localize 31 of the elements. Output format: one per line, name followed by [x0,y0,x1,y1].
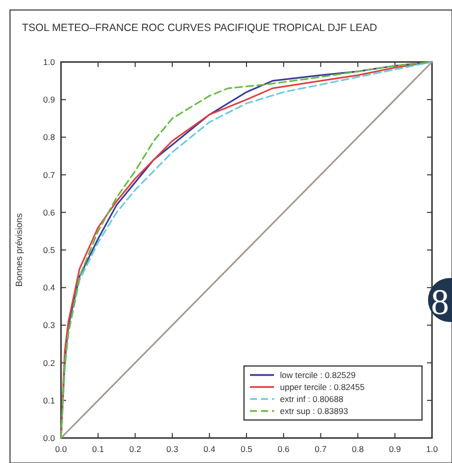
legend-label: upper tercile : 0.82455 [280,382,365,392]
y-tick-label: 0.6 [43,207,56,218]
x-tick-label: 0.4 [203,444,216,454]
x-tick-label: 0.2 [129,444,142,454]
y-tick-label: 0.8 [43,132,56,142]
legend-label: extr sup : 0.83893 [280,406,348,416]
x-tick-label: 0.9 [388,444,402,454]
annotation: 8 [431,282,449,322]
y-tick-label: 0.0 [43,433,56,443]
legend-label: extr inf : 0.80688 [280,394,344,404]
x-tick-label: 0.7 [314,444,327,454]
y-tick-label: 0.9 [43,94,56,105]
y-tick-label: 0.3 [43,320,56,330]
line-series [60,61,433,439]
page-number-badge: 8 [428,278,452,322]
y-tick-label: 0.5 [43,245,56,255]
y-tick-label: 0.7 [43,170,56,180]
y-tick-label: 0.1 [43,395,56,406]
x-tick-label: 1.0 [426,444,438,454]
y-tick-label: 0.2 [43,358,56,368]
x-tick-label: 0.3 [166,444,178,454]
x-tick-label: 0.8 [352,444,364,454]
y-axis-title: Bonnes prévisions [14,212,24,287]
chart-title: TSOL METEO–FRANCE ROC CURVES PACIFIQUE TROPICAL DJF LEAD [22,22,378,34]
x-tick-label: 0.6 [278,444,290,454]
x-tick-label: 0.0 [55,444,68,454]
x-tick-label: 0.5 [240,444,253,454]
x-tick-label: 0.1 [92,444,104,454]
y-tick-label: 0.4 [43,282,56,293]
y-tick-label: 1.0 [43,57,56,67]
legend-label: low tercile : 0.82529 [280,370,356,380]
